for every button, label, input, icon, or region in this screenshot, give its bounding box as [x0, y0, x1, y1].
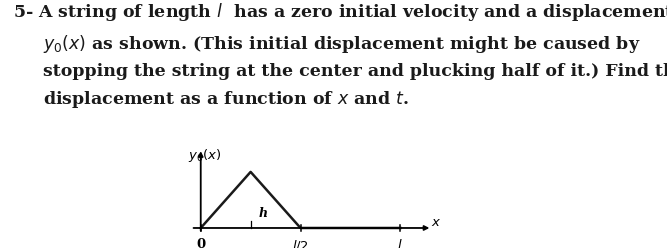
Text: $l/2$: $l/2$ [292, 238, 309, 248]
Text: h: h [259, 208, 267, 220]
Text: $y_0(x)$: $y_0(x)$ [187, 147, 221, 164]
Text: 5- A string of length $l$  has a zero initial velocity and a displacement
     $: 5- A string of length $l$ has a zero ini… [13, 1, 667, 110]
Text: $l$: $l$ [398, 238, 403, 248]
Text: $x$: $x$ [431, 217, 442, 229]
Text: 0: 0 [196, 238, 205, 248]
